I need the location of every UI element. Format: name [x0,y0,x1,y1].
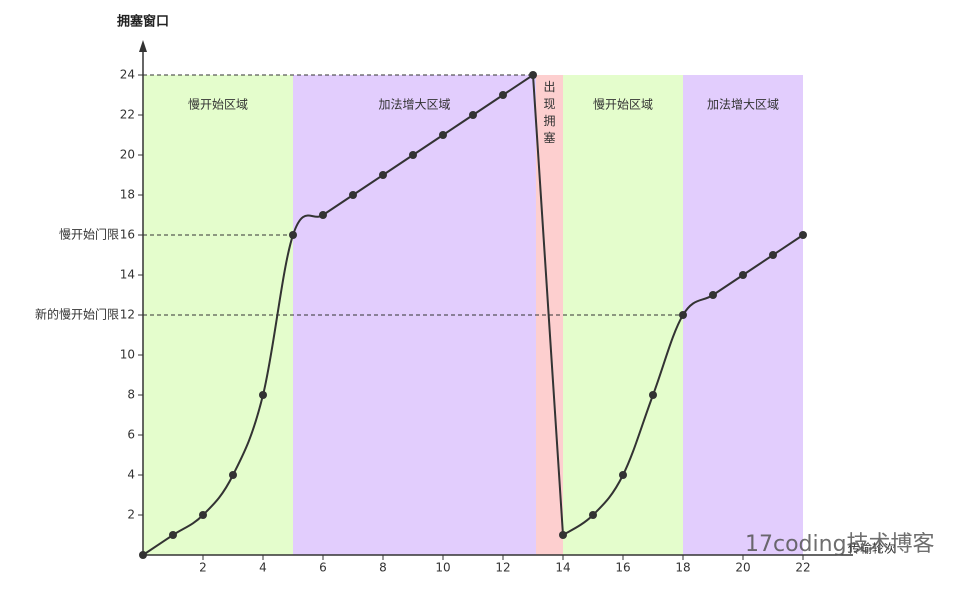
x-tick-label: 6 [319,561,327,575]
point [589,511,597,519]
region-label: 加法增大区域 [707,98,779,112]
y-tick-label: 20 [120,148,135,162]
x-tick-label: 12 [495,561,510,575]
point [469,111,477,119]
y-tick-label: 22 [120,108,135,122]
y-tick-label: 14 [120,268,135,282]
point [259,391,267,399]
point [379,171,387,179]
y-tick-label: 16 [120,228,135,242]
x-tick-label: 20 [735,561,750,575]
region-label: 出现拥塞 [543,80,555,145]
y-tick-label: 8 [127,388,135,402]
region-label: 加法增大区域 [378,98,450,112]
x-tick-label: 10 [435,561,450,575]
point [349,191,357,199]
x-tick-label: 22 [795,561,810,575]
y-tick-label: 6 [127,428,135,442]
x-tick-label: 14 [555,561,570,575]
point [319,211,327,219]
y-tick-label: 4 [127,468,135,482]
x-axis-label: 传输轮次 [848,541,896,556]
y-tick-label: 2 [127,508,135,522]
point [199,511,207,519]
point [649,391,657,399]
point [559,531,567,539]
point [139,551,147,559]
y-tick-label: 18 [120,188,135,202]
y-tick-label: 24 [120,68,135,82]
series-line [142,73,804,556]
point [679,311,687,319]
reference-label: 新的慢开始门限 [35,307,119,322]
point [619,471,627,479]
point [769,251,777,259]
x-tick-label: 2 [199,561,207,575]
region [683,75,803,555]
x-tick-label: 16 [615,561,630,575]
x-tick-label: 18 [675,561,690,575]
y-axis-arrow [139,40,147,52]
y-tick-label: 10 [120,348,135,362]
y-axis-label: 拥塞窗口 [117,14,169,30]
watermark: 17coding技术博客 [745,532,935,557]
x-tick-label: 8 [379,561,387,575]
point [439,131,447,139]
region [293,75,536,555]
reference-label: 慢开始门限 [59,227,119,242]
point [289,231,297,239]
point [709,291,717,299]
point [499,91,507,99]
x-tick-label: 4 [259,561,267,575]
point [799,231,807,239]
point [409,151,417,159]
region-label: 慢开始区域 [188,98,248,112]
y-tick-label: 12 [120,308,135,322]
point [529,71,537,79]
point [739,271,747,279]
region-label: 慢开始区域 [593,98,653,112]
point [169,531,177,539]
point [229,471,237,479]
